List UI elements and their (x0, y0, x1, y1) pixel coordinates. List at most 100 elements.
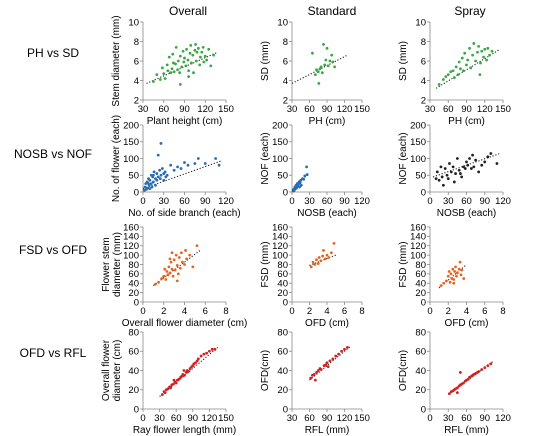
data-point (480, 368, 484, 371)
x-tick-label: 60 (171, 413, 182, 424)
data-point (183, 373, 186, 377)
y-tick-label: 150 (123, 137, 139, 148)
data-point (331, 357, 335, 361)
x-tick-label: 0 (140, 413, 145, 424)
data-point (437, 178, 441, 182)
y-tick-label: 60 (277, 347, 288, 358)
data-point (174, 381, 178, 385)
data-point (472, 165, 476, 169)
data-point (466, 58, 470, 62)
x-axis-label: OFD (cm) (445, 318, 489, 329)
y-tick-label: 20 (277, 385, 288, 396)
x-tick-label: 120 (197, 104, 213, 115)
x-tick-label: 90 (179, 104, 190, 115)
data-point (205, 58, 209, 62)
x-tick-label: 2 (446, 306, 451, 317)
data-point (434, 177, 438, 181)
data-point (167, 265, 171, 269)
data-point (479, 61, 482, 65)
data-point (448, 280, 452, 284)
y-axis-label: No. of flower (each) (111, 115, 122, 202)
data-point (162, 274, 166, 278)
data-point (182, 60, 186, 64)
y-axis-label: diameter (cm) (112, 340, 123, 402)
y-tick-label: 0 (134, 297, 139, 308)
data-point (199, 354, 203, 358)
data-point (309, 265, 313, 269)
data-point (157, 280, 160, 284)
x-tick-label: 30 (443, 196, 454, 207)
data-point (176, 165, 179, 169)
x-tick-label: 120 (337, 104, 353, 115)
data-point (201, 45, 205, 49)
scatter-panel-r0c2: 2 4 6 8 10 30 60 90 120 150 PH (cm) SD (mm) (398, 17, 511, 127)
data-point (476, 50, 479, 54)
data-point (158, 78, 162, 81)
data-point (167, 55, 171, 59)
data-point (474, 158, 478, 162)
y-tick-label: 60 (128, 347, 139, 358)
x-tick-label: 8 (223, 306, 228, 317)
data-point (328, 359, 332, 363)
y-tick-label: 100 (123, 154, 139, 165)
x-axis-label: Overall flower diameter (cm) (122, 318, 248, 329)
data-point (471, 53, 474, 57)
data-point (463, 167, 467, 170)
y-axis-label: Stem diameter (mm) (111, 15, 122, 106)
data-point (474, 59, 478, 63)
x-tick-label: 30 (158, 196, 169, 207)
y-tick-label: 4 (283, 76, 288, 87)
x-axis-label: PH (cm) (448, 116, 485, 127)
y-tick-label: 160 (123, 222, 139, 233)
data-point (162, 72, 166, 76)
x-tick-label: 90 (322, 413, 333, 424)
x-axis-label: NOSB (each) (437, 208, 496, 219)
y-axis-label: SD (mm) (260, 41, 271, 81)
data-point (453, 270, 457, 273)
data-point (194, 59, 198, 63)
y-tick-label: 100 (123, 250, 139, 261)
data-point (441, 183, 445, 187)
row-label: OFD vs RFL (20, 346, 87, 360)
data-point (446, 73, 450, 77)
data-point (185, 257, 188, 261)
y-tick-label: 120 (410, 241, 426, 252)
y-tick-label: 100 (272, 250, 288, 261)
data-point (186, 370, 190, 373)
data-point (319, 259, 323, 263)
y-axis-label: Overall flower (101, 339, 112, 401)
x-tick-label: 60 (304, 413, 315, 424)
x-tick-label: 60 (322, 196, 333, 207)
y-tick-label: 0 (421, 187, 426, 198)
x-tick-label: 120 (354, 196, 370, 207)
data-point (316, 262, 320, 265)
x-tick-label: 6 (203, 306, 208, 317)
x-tick-label: 0 (289, 196, 294, 207)
data-point (333, 65, 336, 69)
data-point (203, 54, 207, 58)
data-point (480, 163, 484, 167)
data-point (188, 253, 192, 257)
data-point (151, 80, 155, 83)
data-point (149, 182, 153, 186)
y-tick-label: 0 (283, 187, 288, 198)
data-point (455, 271, 459, 275)
data-point (435, 170, 439, 174)
data-point (330, 53, 334, 57)
data-point (172, 168, 176, 172)
y-tick-label: 0 (134, 187, 139, 198)
data-point (340, 349, 343, 353)
data-point (155, 172, 159, 175)
data-point (305, 173, 309, 176)
data-point (313, 378, 317, 382)
y-tick-label: 80 (128, 260, 139, 271)
data-point (165, 63, 169, 67)
data-point (158, 168, 162, 172)
data-point (458, 260, 462, 264)
data-point (202, 60, 206, 64)
data-point (162, 178, 166, 182)
data-point (186, 58, 190, 62)
x-tick-label: 30 (443, 413, 454, 424)
data-point (457, 60, 461, 64)
y-tick-label: 10 (277, 17, 288, 28)
